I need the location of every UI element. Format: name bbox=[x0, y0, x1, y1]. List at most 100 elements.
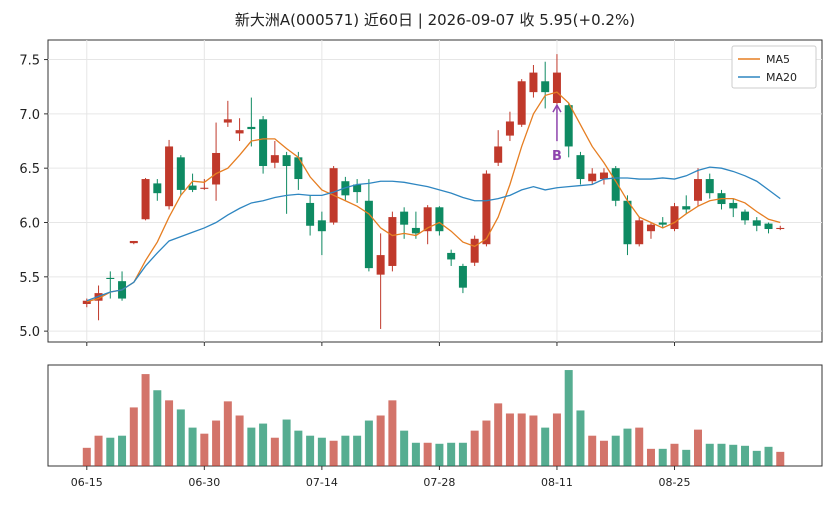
candle-body bbox=[494, 146, 503, 163]
candle-body bbox=[165, 146, 174, 207]
candle-body bbox=[282, 155, 291, 167]
candle-body bbox=[741, 211, 750, 221]
candle-body bbox=[129, 240, 138, 244]
volume-bar bbox=[82, 447, 91, 466]
volume-bar bbox=[317, 437, 326, 466]
volume-bar bbox=[623, 428, 632, 466]
volume-bar bbox=[693, 429, 702, 466]
volume-bar bbox=[611, 435, 620, 466]
candle-body bbox=[670, 206, 679, 230]
y-tick-label: 6.0 bbox=[19, 217, 40, 232]
volume-bar bbox=[212, 420, 221, 466]
volume-bar bbox=[282, 419, 291, 466]
candle-body bbox=[541, 81, 550, 93]
volume-bar bbox=[705, 443, 714, 466]
volume-bar bbox=[517, 413, 526, 466]
volume-bar bbox=[306, 435, 315, 466]
volume-bar bbox=[400, 430, 409, 466]
candle-body bbox=[82, 300, 91, 304]
volume-bar bbox=[741, 445, 750, 466]
annotation: B bbox=[552, 149, 562, 164]
volume-bar bbox=[188, 427, 197, 466]
volume-bar bbox=[752, 450, 761, 466]
volume-bar bbox=[635, 427, 644, 466]
candle-body bbox=[564, 105, 573, 147]
volume-bar bbox=[576, 410, 585, 466]
candle-body bbox=[212, 152, 221, 185]
candle-body bbox=[317, 220, 326, 232]
candle-body bbox=[599, 172, 608, 180]
x-tick-label: 08-11 bbox=[541, 476, 573, 489]
candle-body bbox=[658, 222, 667, 225]
volume-bar bbox=[482, 420, 491, 466]
volume-bar bbox=[717, 443, 726, 466]
candle-body bbox=[270, 155, 279, 163]
y-tick-label: 5.0 bbox=[19, 325, 40, 340]
x-tick-label: 08-25 bbox=[659, 476, 691, 489]
volume-bar bbox=[494, 403, 503, 466]
y-tick-label: 7.5 bbox=[19, 54, 40, 69]
y-tick-label: 5.5 bbox=[19, 271, 40, 286]
volume-bar bbox=[329, 440, 338, 466]
candle-body bbox=[141, 179, 150, 220]
volume-bar bbox=[176, 409, 185, 466]
volume-bar bbox=[223, 401, 232, 466]
candle-body bbox=[176, 157, 185, 190]
volume-bar bbox=[423, 442, 432, 466]
x-tick-label: 06-15 bbox=[71, 476, 103, 489]
y-tick-label: 7.0 bbox=[19, 108, 40, 123]
volume-bar bbox=[670, 443, 679, 466]
volume-bar bbox=[552, 413, 561, 466]
candle-body bbox=[505, 121, 514, 136]
volume-bar bbox=[364, 420, 373, 466]
volume-bar bbox=[294, 430, 303, 466]
candle-body bbox=[611, 168, 620, 201]
volume-bar bbox=[376, 415, 385, 466]
volume-bar bbox=[118, 435, 127, 466]
volume-bar bbox=[341, 435, 350, 466]
volume-bar bbox=[447, 442, 456, 466]
volume-bar bbox=[541, 427, 550, 466]
candle-body bbox=[482, 173, 491, 245]
candle-body bbox=[435, 207, 444, 232]
volume-bar bbox=[247, 427, 256, 466]
volume-bar bbox=[153, 390, 162, 466]
candle-body bbox=[693, 179, 702, 201]
volume-bar bbox=[458, 442, 467, 466]
candle-body bbox=[223, 119, 232, 123]
volume-bar bbox=[470, 430, 479, 466]
volume-bar bbox=[270, 437, 279, 466]
legend-label: MA20 bbox=[766, 71, 797, 84]
candle-body bbox=[635, 220, 644, 245]
annotation-arrowhead bbox=[552, 103, 562, 113]
candle-body bbox=[153, 183, 162, 194]
candle-body bbox=[376, 255, 385, 275]
volume-bar bbox=[658, 448, 667, 466]
volume-bar bbox=[564, 370, 573, 466]
candle-body bbox=[517, 81, 526, 125]
volume-bar bbox=[235, 415, 244, 466]
ma-line bbox=[86, 166, 781, 302]
volume-bar bbox=[129, 407, 138, 466]
volume-bar bbox=[411, 442, 420, 466]
y-tick-label: 6.5 bbox=[19, 162, 40, 177]
volume-bar bbox=[94, 435, 103, 466]
candle-body bbox=[188, 185, 197, 190]
candle-body bbox=[306, 202, 315, 226]
candle-body bbox=[400, 211, 409, 225]
candle-body bbox=[235, 130, 244, 134]
candle-body bbox=[764, 223, 773, 230]
price-frame bbox=[47, 39, 823, 343]
candle-body bbox=[447, 252, 456, 260]
legend-label: MA5 bbox=[766, 53, 790, 66]
volume-bar bbox=[588, 435, 597, 466]
candle-body bbox=[588, 173, 597, 182]
candle-body bbox=[247, 126, 256, 130]
candle-body bbox=[411, 227, 420, 234]
candle-body bbox=[294, 157, 303, 180]
volume-bar bbox=[165, 400, 174, 466]
volume-bar bbox=[764, 446, 773, 466]
candle-body bbox=[529, 72, 538, 93]
candle-body bbox=[470, 238, 479, 263]
